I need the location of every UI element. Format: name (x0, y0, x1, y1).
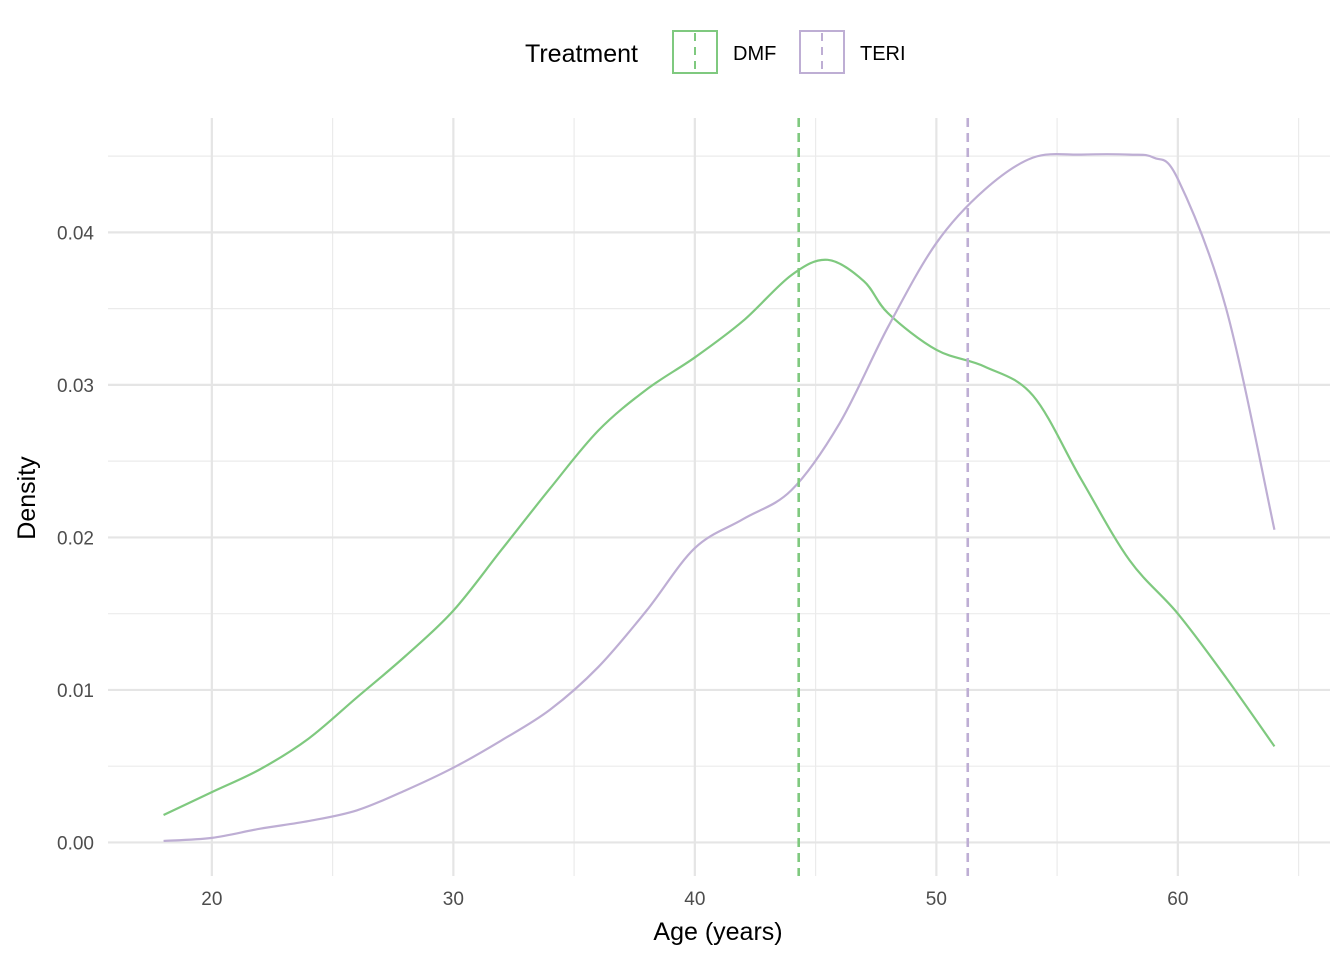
legend-title: Treatment (525, 40, 638, 68)
mean-lines (797, 118, 970, 876)
y-tick-label: 0.04 (57, 223, 94, 244)
x-tick-label: 30 (443, 889, 464, 910)
x-tick-label: 60 (1167, 889, 1188, 910)
y-tick-label: 0.02 (57, 528, 94, 549)
x-axis-ticks: 20 30 40 50 60 (201, 889, 1188, 910)
y-axis-ticks: 0.00 0.01 0.02 0.03 0.04 (57, 223, 94, 854)
x-tick-label: 50 (926, 889, 947, 910)
legend: Treatment DMF TERI (525, 30, 906, 74)
legend-key-dmf (672, 30, 718, 74)
y-tick-label: 0.03 (57, 376, 94, 397)
x-tick-label: 40 (684, 889, 705, 910)
x-tick-label: 20 (201, 889, 222, 910)
y-tick-label: 0.01 (57, 681, 94, 702)
legend-item-teri: TERI (799, 30, 906, 74)
series-lines (163, 153, 1276, 843)
density-line-dmf (163, 258, 1276, 816)
y-tick-label: 0.00 (57, 833, 94, 854)
grid (108, 118, 1330, 876)
density-line-teri (163, 153, 1276, 843)
legend-label-dmf: DMF (733, 43, 776, 65)
legend-key-teri (799, 30, 845, 74)
legend-label-teri: TERI (860, 43, 906, 65)
legend-item-dmf: DMF (672, 30, 776, 74)
x-axis-title: Age (years) (653, 918, 782, 946)
y-axis-title: Density (13, 456, 41, 540)
